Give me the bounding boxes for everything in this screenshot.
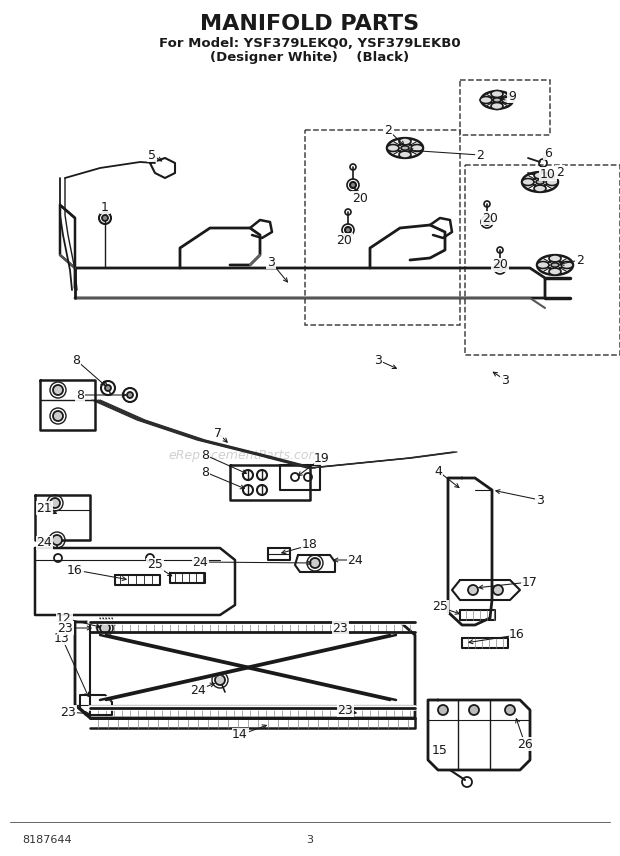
Circle shape [215, 675, 225, 685]
Text: (Designer White)    (Black): (Designer White) (Black) [210, 51, 410, 63]
Text: 6: 6 [544, 146, 552, 159]
Text: 8: 8 [201, 466, 209, 479]
Circle shape [102, 215, 108, 221]
Ellipse shape [480, 97, 492, 104]
Circle shape [469, 705, 479, 715]
Text: 7: 7 [214, 426, 222, 439]
Text: 5: 5 [148, 148, 156, 162]
Ellipse shape [551, 263, 559, 267]
Text: 16: 16 [509, 628, 525, 641]
Ellipse shape [561, 261, 573, 269]
Text: 3: 3 [501, 373, 509, 387]
Bar [305, 130, 460, 325]
Text: 3: 3 [306, 835, 314, 845]
Text: 25: 25 [432, 601, 448, 614]
Text: 3: 3 [536, 494, 544, 507]
Text: 20: 20 [352, 192, 368, 205]
Ellipse shape [411, 145, 423, 152]
Text: 8: 8 [201, 449, 209, 461]
Text: 2: 2 [476, 148, 484, 162]
Ellipse shape [387, 145, 399, 152]
Text: eReplacementParts.com: eReplacementParts.com [169, 449, 321, 461]
Text: 23: 23 [337, 704, 353, 716]
Ellipse shape [534, 185, 546, 192]
Text: 24: 24 [190, 683, 206, 697]
Ellipse shape [537, 261, 549, 269]
Text: 24: 24 [347, 554, 363, 567]
Text: 19: 19 [314, 451, 330, 465]
Ellipse shape [502, 97, 514, 104]
Ellipse shape [549, 268, 561, 275]
Text: 8187644: 8187644 [22, 835, 72, 845]
Text: 26: 26 [517, 738, 533, 751]
Text: 18: 18 [302, 538, 318, 551]
Ellipse shape [534, 172, 546, 179]
Circle shape [497, 265, 503, 271]
Text: 9: 9 [508, 90, 516, 103]
Ellipse shape [401, 146, 409, 150]
Circle shape [100, 623, 110, 633]
Circle shape [350, 182, 356, 188]
Text: 15: 15 [432, 744, 448, 757]
Text: 2: 2 [384, 123, 392, 136]
Text: 4: 4 [434, 465, 442, 478]
Circle shape [484, 219, 490, 225]
Text: 2: 2 [576, 253, 584, 266]
Text: 10: 10 [540, 168, 556, 181]
Text: 23: 23 [60, 705, 76, 718]
Text: 24: 24 [36, 537, 52, 550]
Text: 14: 14 [232, 728, 248, 741]
Text: 2: 2 [556, 165, 564, 179]
Text: 23: 23 [57, 621, 73, 634]
Text: 12: 12 [56, 611, 72, 625]
Circle shape [468, 585, 478, 595]
Text: 20: 20 [492, 259, 508, 271]
Text: 8: 8 [72, 354, 80, 366]
Circle shape [345, 227, 351, 233]
Text: 24: 24 [192, 556, 208, 568]
Text: 3: 3 [374, 354, 382, 366]
Text: 21: 21 [36, 502, 52, 514]
Ellipse shape [522, 179, 534, 186]
Circle shape [127, 392, 133, 398]
Ellipse shape [399, 152, 411, 158]
Text: 13: 13 [54, 632, 70, 645]
Text: 16: 16 [67, 563, 83, 576]
Text: MANIFOLD PARTS: MANIFOLD PARTS [200, 14, 420, 34]
Text: For Model: YSF379LEKQ0, YSF379LEKB0: For Model: YSF379LEKQ0, YSF379LEKB0 [159, 37, 461, 50]
Text: 8: 8 [76, 389, 84, 401]
Ellipse shape [491, 91, 503, 98]
Circle shape [493, 585, 503, 595]
Text: 20: 20 [336, 234, 352, 247]
Bar [465, 165, 620, 355]
Circle shape [52, 535, 62, 545]
Circle shape [505, 705, 515, 715]
Text: 23: 23 [332, 621, 348, 634]
Ellipse shape [493, 98, 501, 102]
Text: 17: 17 [522, 575, 538, 589]
Circle shape [105, 385, 111, 391]
Bar [460, 80, 550, 135]
Ellipse shape [546, 179, 558, 186]
Ellipse shape [536, 180, 544, 184]
Circle shape [438, 705, 448, 715]
Text: 3: 3 [267, 255, 275, 269]
Ellipse shape [399, 138, 411, 145]
Circle shape [53, 385, 63, 395]
Ellipse shape [549, 255, 561, 262]
Circle shape [53, 411, 63, 421]
Text: 1: 1 [101, 200, 109, 213]
Text: 25: 25 [147, 558, 163, 572]
Ellipse shape [491, 103, 503, 110]
Text: 20: 20 [482, 211, 498, 224]
Circle shape [310, 558, 320, 568]
Circle shape [50, 498, 60, 508]
